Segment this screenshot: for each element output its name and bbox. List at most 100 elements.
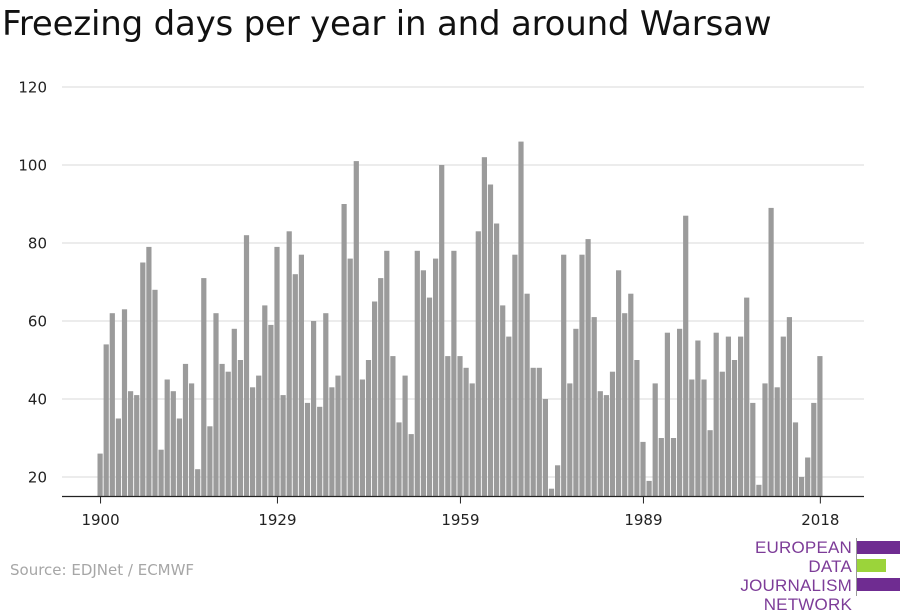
bar-1919 <box>213 313 219 497</box>
bar-1934 <box>304 402 311 497</box>
bar-1915 <box>189 383 195 497</box>
bar-2014 <box>792 422 799 497</box>
bar-1999 <box>701 379 707 497</box>
logo-line-3: NETWORK <box>763 595 852 614</box>
y-tick-label: 100 <box>18 157 47 175</box>
bar-1943 <box>359 379 365 497</box>
bar-1922 <box>231 328 237 497</box>
bar-1901 <box>103 344 109 497</box>
bar-1991 <box>652 383 658 497</box>
bar-1982 <box>597 391 603 497</box>
bar-1937 <box>323 313 329 497</box>
bar-1974 <box>548 488 555 497</box>
bar-1990 <box>646 480 652 497</box>
bar-2016 <box>805 457 811 497</box>
bar-1980 <box>585 239 591 497</box>
bar-1923 <box>237 360 243 497</box>
bar-2018 <box>817 356 823 497</box>
x-tick-label: 1959 <box>441 511 479 529</box>
bar-1925 <box>250 387 256 497</box>
bar-1956 <box>439 165 445 497</box>
bar-1983 <box>603 395 609 497</box>
source-note: Source: EDJNet / ECMWF <box>10 561 195 579</box>
bar-1914 <box>182 363 189 497</box>
bar-1962 <box>475 231 481 497</box>
bar-1935 <box>311 321 317 497</box>
bar-2006 <box>744 297 750 497</box>
bar-2000 <box>707 430 713 497</box>
y-tick-label: 40 <box>28 391 47 409</box>
bar-1970 <box>524 293 530 497</box>
x-tick-label: 1929 <box>258 511 296 529</box>
bar-2017 <box>811 402 817 497</box>
y-tick-label: 120 <box>18 79 47 97</box>
bar-1954 <box>426 297 433 497</box>
bar-1960 <box>463 367 469 497</box>
bar-1995 <box>677 328 683 497</box>
bar-2012 <box>780 336 786 497</box>
bar-1941 <box>347 258 353 497</box>
logo-line-2: DATA JOURNALISM <box>740 557 852 595</box>
bar-1957 <box>445 356 451 497</box>
bar-1910 <box>158 449 164 497</box>
bar-1992 <box>658 438 664 497</box>
bar-1975 <box>555 465 561 497</box>
bar-1953 <box>420 270 426 497</box>
bar-chart: 20 40 60 80 100 120 1900 1929 1959 1989 2018 <box>18 79 864 529</box>
logo-bar-purple-bottom <box>857 578 900 591</box>
bar-1926 <box>256 375 262 497</box>
bar-1900 <box>97 453 103 497</box>
y-tick-label: 80 <box>28 235 47 253</box>
bar-1930 <box>280 395 286 497</box>
y-tick-label: 60 <box>28 313 47 331</box>
bar-1938 <box>329 387 335 497</box>
x-tick-label: 2018 <box>801 511 839 529</box>
logo-text: EUROPEAN DATA JOURNALISM NETWORK <box>700 538 852 614</box>
bars <box>97 141 823 497</box>
bar-1993 <box>664 332 670 497</box>
bar-1903 <box>115 418 121 497</box>
bar-1927 <box>262 305 268 497</box>
bar-1965 <box>494 223 500 497</box>
bar-1987 <box>628 293 634 497</box>
bar-1913 <box>176 418 182 497</box>
bar-1933 <box>298 254 304 497</box>
bar-1972 <box>536 367 542 497</box>
grid-lines <box>62 86 864 478</box>
bar-2008 <box>756 484 762 497</box>
bar-1950 <box>402 375 408 497</box>
logo-line-1: EUROPEAN <box>754 538 852 557</box>
bar-1909 <box>152 289 158 497</box>
bar-1921 <box>225 371 231 497</box>
bar-1996 <box>683 215 689 497</box>
y-tick-labels: 20 40 60 80 100 120 <box>18 79 47 487</box>
bar-1931 <box>286 231 292 497</box>
bar-1973 <box>542 399 548 497</box>
bar-1958 <box>451 250 457 497</box>
bar-2007 <box>750 402 756 497</box>
bar-2003 <box>725 336 731 497</box>
bar-1979 <box>579 254 585 497</box>
bar-1912 <box>170 391 176 497</box>
edjnet-logo: EUROPEAN DATA JOURNALISM NETWORK <box>700 538 900 614</box>
bar-1936 <box>317 406 323 497</box>
bar-1989 <box>640 441 646 497</box>
bar-1907 <box>140 262 146 497</box>
bar-1997 <box>689 379 695 497</box>
bar-2013 <box>786 317 792 497</box>
bar-2015 <box>799 477 805 497</box>
logo-bar-green <box>857 559 886 572</box>
bar-1947 <box>384 250 390 497</box>
bar-1946 <box>378 278 384 497</box>
bar-1905 <box>128 391 134 497</box>
x-axis <box>62 495 864 504</box>
bar-1988 <box>634 360 640 497</box>
bar-1986 <box>622 313 628 497</box>
bar-1904 <box>121 309 128 497</box>
bar-1932 <box>292 274 298 497</box>
bar-1951 <box>408 434 414 497</box>
bar-1976 <box>561 254 567 497</box>
bar-1977 <box>567 383 573 497</box>
bar-1942 <box>353 161 359 497</box>
bar-2005 <box>738 336 744 497</box>
